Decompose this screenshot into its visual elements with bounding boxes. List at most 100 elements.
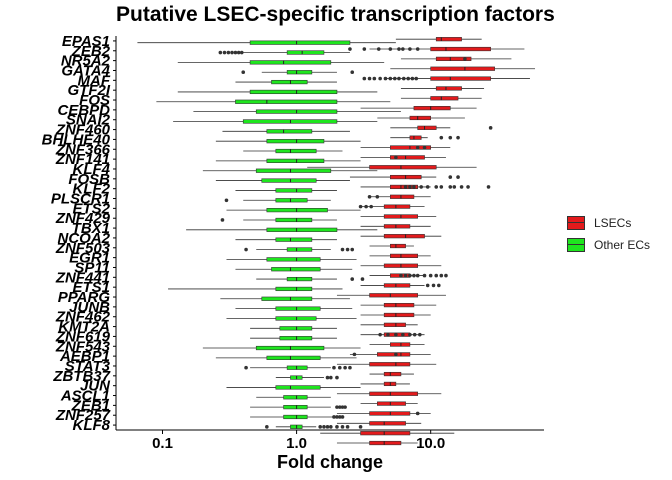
y-tick-label: MAF [78,72,111,89]
outlier-other-ecs [340,405,345,409]
y-tick-label: FOSB [68,171,110,188]
outlier-other-ecs [224,198,229,203]
box-other-ecs [266,129,313,134]
box-lsecs [413,106,451,111]
outlier-other-ecs [335,425,339,429]
outlier-other-ecs [226,50,231,55]
box-lsecs [435,86,462,91]
box-lsecs [430,66,495,71]
y-tick-label: BHLHE40 [42,131,111,148]
box-other-ecs [275,198,308,203]
box-lsecs [430,46,491,52]
box-other-ecs [286,365,308,370]
x-axis-title: Fold change [276,452,383,472]
box-lsecs [383,322,406,327]
outlier-lsecs [428,273,433,278]
outlier-lsecs [463,57,467,61]
y-tick-label: NCOA2 [57,230,110,247]
y-tick-label: ETS1 [72,279,110,296]
outlier-lsecs [378,332,382,337]
outlier-lsecs [401,76,406,81]
box-other-ecs [266,139,325,144]
box-other-ecs [249,60,332,65]
box-lsecs [390,194,415,199]
outlier-other-ecs [337,415,342,419]
box-lsecs [369,440,402,446]
outlier-other-ecs [220,218,225,222]
box-other-ecs [279,326,313,331]
y-tick-label: ZNF429 [55,210,111,227]
outlier-lsecs [412,273,416,278]
outlier-lsecs [383,76,388,81]
box-other-ecs [275,148,317,154]
outlier-other-ecs [218,50,223,55]
box-lsecs [369,362,411,367]
y-tick-label: KLF4 [73,161,111,178]
chart-title: Putative LSEC-specific transcription fac… [116,3,555,26]
legend-label-other-ecs: Other ECs [594,238,651,252]
x-tick-label: 1.0 [286,435,307,452]
box-other-ecs [286,70,313,75]
outlier-lsecs [397,47,401,51]
outlier-lsecs [388,76,393,81]
outlier-other-ecs [236,50,241,55]
box-other-ecs [283,405,308,410]
outlier-lsecs [376,47,381,51]
legend-label-lsecs: LSECs [594,216,632,230]
box-lsecs [430,76,491,81]
outlier-lsecs [394,155,398,160]
outlier-lsecs [364,204,368,209]
legend-item-lsecs: LSECs [567,212,650,234]
y-tick-label: FOS [79,92,110,109]
outlier-lsecs [422,273,427,278]
outlier-other-ecs [343,405,347,409]
outlier-lsecs [367,194,372,199]
outlier-lsecs [412,332,417,337]
outlier-lsecs [466,185,470,189]
outlier-lsecs [459,185,464,189]
legend-swatch-lsecs [567,216,585,230]
outlier-lsecs [444,273,448,278]
box-other-ecs [275,188,313,193]
outlier-lsecs [352,352,357,357]
y-tick-label: STAT3 [65,358,111,375]
outlier-lsecs [408,273,412,278]
outlier-other-ecs [222,50,227,55]
box-lsecs [417,125,437,130]
box-other-ecs [266,355,321,360]
y-tick-label: ZNF543 [55,338,111,355]
box-lsecs [377,401,406,406]
outlier-other-ecs [332,415,336,419]
outlier-other-ecs [244,365,248,370]
box-lsecs [369,391,418,396]
box-other-ecs [261,178,317,183]
y-tick-label: EPAS1 [62,33,110,50]
box-lsecs [435,37,462,42]
y-tick-label: ZNF460 [55,122,111,139]
outlier-lsecs [394,352,398,357]
y-tick-label: CEBPD [57,102,110,119]
box-other-ecs [271,267,321,272]
box-other-ecs [275,217,313,223]
outlier-other-ecs [329,375,333,380]
outlier-other-ecs [241,70,246,75]
outlier-lsecs [403,273,408,278]
outlier-lsecs [448,175,453,179]
box-other-ecs [255,168,332,173]
y-tick-label: KLF2 [73,181,111,198]
box-lsecs [369,421,406,426]
outlier-lsecs [452,185,457,189]
outlier-lsecs [362,76,367,81]
outlier-lsecs [378,76,382,81]
outlier-lsecs [367,76,372,81]
box-lsecs [383,303,415,308]
box-other-ecs [249,40,351,45]
y-tick-label: ZNF619 [55,328,111,345]
box-other-ecs [266,208,328,213]
outlier-lsecs [369,204,373,209]
y-tick-label: ZNF441 [55,269,110,286]
outlier-lsecs [425,185,430,189]
box-other-ecs [275,286,313,292]
outlier-other-ecs [239,50,244,55]
